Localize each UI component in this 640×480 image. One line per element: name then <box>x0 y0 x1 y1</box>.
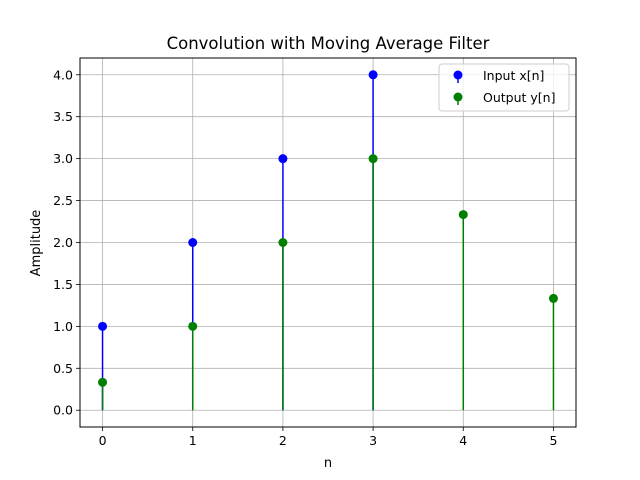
input-marker <box>278 154 288 164</box>
output-marker <box>368 154 378 164</box>
input-marker <box>98 321 108 331</box>
legend-marker-input <box>453 70 463 80</box>
x-axis-label: n <box>324 456 332 471</box>
x-tick-label: 1 <box>189 433 197 448</box>
x-tick-label: 3 <box>369 433 377 448</box>
y-tick-label: 0.0 <box>53 403 73 418</box>
y-axis-label: Amplitude <box>29 210 44 277</box>
y-tick-label: 4.0 <box>53 67 73 82</box>
legend-label-output: Output y[n] <box>483 90 555 105</box>
legend-box <box>438 63 570 112</box>
y-tick-label: 2.0 <box>53 235 73 250</box>
output-marker <box>98 377 108 387</box>
legend-label-input: Input x[n] <box>483 68 544 83</box>
grid <box>80 58 576 427</box>
chart-title: Convolution with Moving Average Filter <box>167 34 490 53</box>
x-tick-label: 5 <box>549 433 557 448</box>
output-marker <box>188 321 198 331</box>
y-ticks: 0.0 0.5 1.0 1.5 2.0 2.5 3.0 3.5 4.0 <box>53 67 80 418</box>
input-marker <box>188 238 198 247</box>
legend: Input x[n] Output y[n] <box>438 63 570 112</box>
output-marker <box>458 210 468 220</box>
output-marker <box>278 238 288 247</box>
stems <box>101 74 555 411</box>
x-tick-label: 0 <box>99 433 107 448</box>
input-marker <box>368 70 378 80</box>
x-ticks: 0 1 2 3 4 5 <box>99 427 557 448</box>
output-marker <box>548 293 558 303</box>
y-tick-label: 1.5 <box>53 277 73 292</box>
y-tick-label: 0.5 <box>53 361 73 376</box>
y-tick-label: 3.5 <box>53 109 73 124</box>
legend-marker-output <box>453 92 463 102</box>
x-tick-label: 4 <box>459 433 467 448</box>
x-tick-label: 2 <box>279 433 287 448</box>
y-tick-label: 1.0 <box>53 319 73 334</box>
markers <box>98 70 558 387</box>
y-tick-label: 2.5 <box>53 193 73 208</box>
y-tick-label: 3.0 <box>53 151 73 166</box>
